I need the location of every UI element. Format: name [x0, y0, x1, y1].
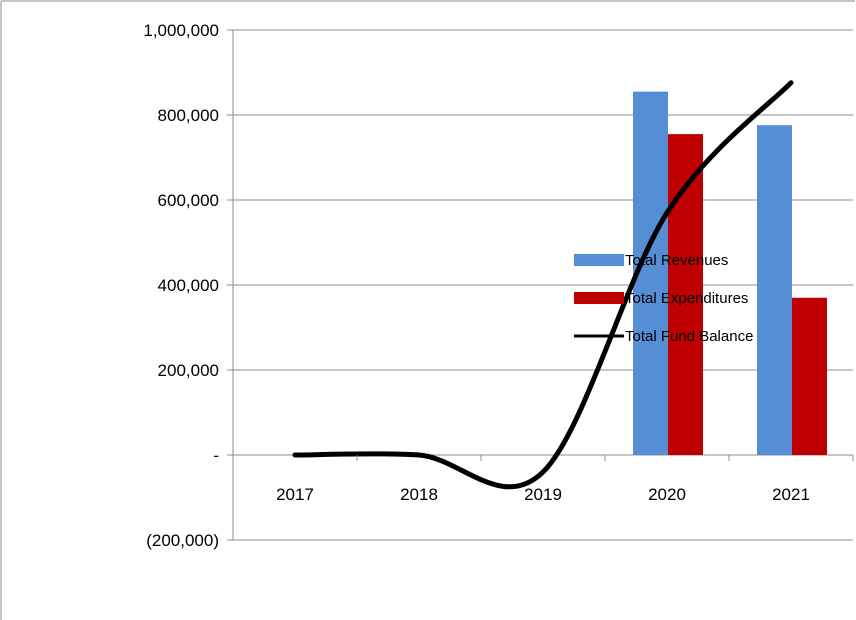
- gridlines: [233, 29, 853, 541]
- y-tick-label: -: [213, 446, 219, 465]
- y-tick-label: 400,000: [158, 276, 219, 295]
- line-total-fund-balance: [292, 80, 794, 490]
- legend: Total Revenues Total Expenditures Total Fu…: [574, 252, 753, 345]
- x-tick-label: 2019: [524, 485, 562, 504]
- x-tick-label: 2018: [400, 485, 438, 504]
- y-tick-label: 200,000: [158, 361, 219, 380]
- y-tick-label: 1,000,000: [143, 21, 219, 40]
- y-tick-label: 800,000: [158, 106, 219, 125]
- legend-label: Total Revenues: [625, 252, 728, 269]
- bars: [633, 91, 827, 455]
- x-tick-label: 2020: [648, 485, 686, 504]
- x-tick-label: 2017: [276, 485, 314, 504]
- axes: 1,000,000 800,000 600,000 400,000 200,000 - (2…: [143, 21, 854, 550]
- legend-label: Total Fund Balance: [625, 328, 753, 345]
- x-tick-label: 2021: [772, 485, 810, 504]
- bar-total-revenues: [757, 125, 792, 455]
- bar-total-expenditures: [792, 297, 827, 455]
- line-series: [292, 80, 794, 490]
- legend-swatch: [574, 292, 624, 304]
- y-tick-label: (200,000): [146, 531, 219, 550]
- legend-label: Total Expenditures: [625, 290, 748, 307]
- y-tick-label: 600,000: [158, 191, 219, 210]
- legend-swatch: [574, 254, 624, 266]
